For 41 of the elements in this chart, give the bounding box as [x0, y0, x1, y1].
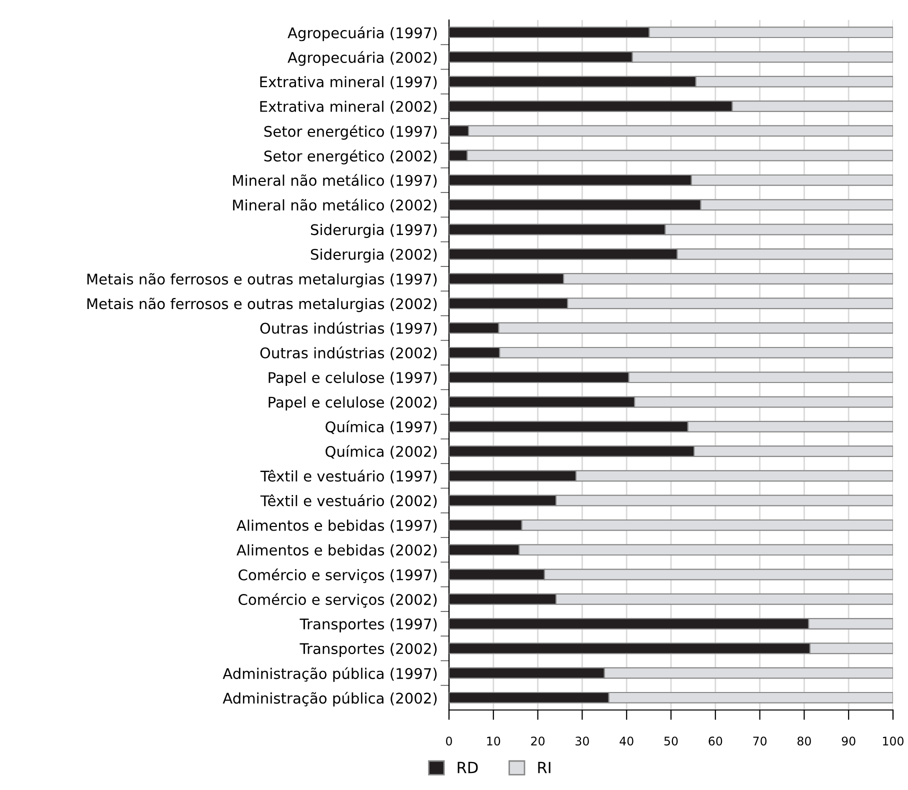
y-tick-label: Química (1997): [326, 420, 437, 434]
y-tick-label: Setor energético (1997): [264, 125, 437, 140]
y-tick-label: Têxtil e vestuário (1997): [260, 470, 437, 484]
legend-label: RD: [458, 762, 478, 774]
x-tick-label: 10: [487, 736, 500, 746]
y-tick-label: Administração pública (2002): [222, 692, 437, 707]
x-tick-label: 90: [842, 736, 856, 746]
x-tick-label: 80: [797, 736, 811, 746]
x-tick-label: 20: [531, 736, 545, 746]
y-tick-label: Agropecuária (2002): [288, 51, 437, 66]
x-tick-label: 40: [620, 736, 634, 746]
y-tick-label: Têxtil e vestuário (2002): [260, 494, 437, 508]
x-tick-label: 60: [708, 736, 722, 746]
y-tick-label: Alimentos e bebidas (2002): [236, 544, 437, 558]
y-tick-label: Outras indústrias (1997): [260, 322, 437, 336]
y-tick-label: Administração pública (1997): [222, 667, 437, 682]
y-tick-label: Outras indústrias (2002): [260, 346, 437, 360]
y-tick-label: Papel e celulose (1997): [268, 372, 437, 386]
x-tick-label: 70: [753, 736, 767, 746]
y-tick-label: Metais não ferrosos e outras metalurgias (1997): [87, 273, 437, 288]
x-tick-label: 0: [446, 736, 452, 746]
y-tick-label: Alimentos e bebidas (1997): [236, 520, 437, 533]
y-tick-label: Comércio e serviços (2002): [238, 593, 437, 608]
y-tick-label: Siderurgia (1997): [310, 224, 437, 238]
y-tick-label: Transportes (1997): [300, 618, 437, 632]
y-tick-label: Agropecuária (1997): [288, 26, 437, 42]
y-tick-label: Mineral não metálico (2002): [233, 198, 437, 212]
y-tick-label: Setor energético (2002): [264, 150, 437, 164]
y-tick-label: Química (2002): [326, 445, 437, 459]
y-tick-label: Papel e celulose (2002): [268, 396, 437, 411]
y-tick-label: Mineral não metálico (1997): [233, 174, 437, 188]
x-tick-label: 50: [664, 736, 678, 746]
y-tick-label: Metais não ferrosos e outras metalurgias (2002): [87, 298, 437, 312]
y-tick-label: Transportes (2002): [300, 642, 437, 657]
legend-label: RI: [538, 762, 550, 774]
x-tick-label: 30: [576, 736, 589, 746]
y-tick-label: Extrativa mineral (2002): [260, 100, 437, 114]
y-tick-label: Siderurgia (2002): [310, 248, 437, 263]
x-tick-label: 100: [883, 736, 904, 746]
y-tick-label: Extrativa mineral (1997): [260, 76, 437, 90]
y-tick-label: Comércio e serviços (1997): [238, 568, 437, 583]
